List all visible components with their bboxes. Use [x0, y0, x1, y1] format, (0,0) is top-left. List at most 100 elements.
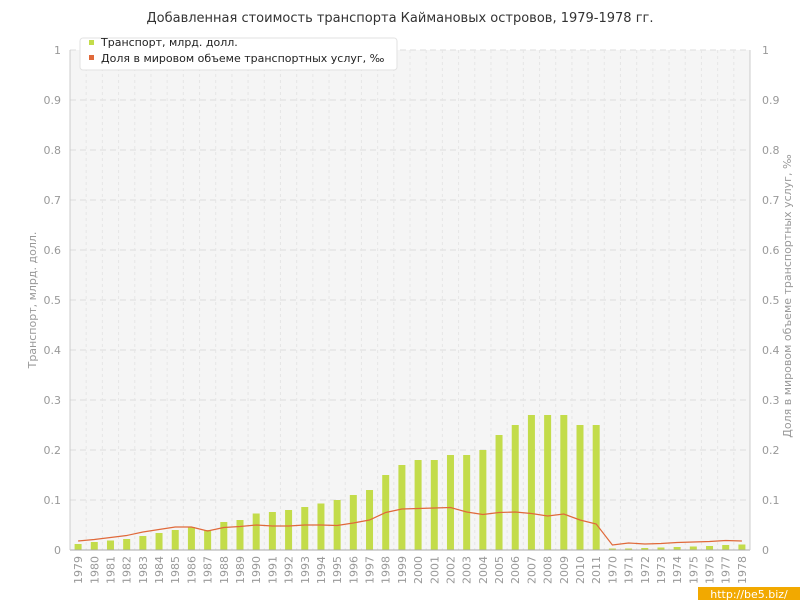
y-axis-left-title: Транспорт, млрд. долл. — [26, 232, 39, 370]
axes — [69, 50, 751, 551]
x-tick-label: 2008 — [542, 556, 555, 584]
x-tick-label: 1996 — [347, 556, 360, 584]
bar — [187, 527, 195, 550]
bar — [495, 435, 503, 550]
y-tick-label-right: 0.1 — [762, 494, 780, 507]
share-line — [78, 506, 742, 546]
y-tick-label-left: 0.7 — [44, 194, 62, 207]
y-tick-label-right: 0.9 — [762, 94, 780, 107]
y-ticks-left: 0 0.1 0.2 0.3 0.4 0.5 0.6 0.7 0.8 0.9 1 — [44, 44, 62, 557]
x-tick-label: 1970 — [606, 556, 619, 584]
bar — [317, 503, 325, 550]
legend-box — [79, 37, 398, 71]
y-tick-label-right: 0.4 — [762, 344, 780, 357]
y-tick-label-right: 0.5 — [762, 294, 780, 307]
x-tick-label: 2004 — [477, 556, 490, 584]
bar — [511, 425, 519, 550]
x-tick-label: 2011 — [590, 556, 603, 584]
bar — [220, 522, 228, 550]
bar — [430, 460, 438, 550]
y-tick-label-left: 0.8 — [44, 144, 62, 157]
bar — [74, 544, 82, 550]
bar — [398, 465, 406, 550]
x-tick-label: 1995 — [331, 556, 344, 584]
bar — [414, 460, 422, 550]
x-tick-label: 1982 — [121, 556, 134, 584]
y-tick-label-right: 0.2 — [762, 444, 780, 457]
x-tick-label: 1988 — [218, 556, 231, 584]
bar — [285, 510, 293, 550]
x-tick-label: 1985 — [169, 556, 182, 584]
x-tick-label: 1979 — [72, 556, 85, 584]
x-tick-label: 2010 — [574, 556, 587, 584]
legend: Транспорт, млрд. долл. Доля в мировом об… — [79, 36, 398, 71]
x-tick-label: 1997 — [364, 556, 377, 584]
bar — [463, 455, 471, 550]
legend-line-swatch — [89, 55, 94, 60]
y-tick-label-right: 0.8 — [762, 144, 780, 157]
bar — [479, 450, 487, 550]
y-tick-label-left: 0.6 — [44, 244, 62, 257]
y-tick-label-left: 0.2 — [44, 444, 62, 457]
y-tick-label-right: 0.7 — [762, 194, 780, 207]
bar — [560, 415, 568, 550]
legend-bar-swatch — [89, 40, 94, 45]
bar — [576, 425, 584, 550]
bar — [608, 548, 616, 550]
bar — [252, 513, 260, 550]
x-tick-label: 1986 — [185, 556, 198, 584]
bar — [527, 415, 535, 550]
x-tick-label: 1974 — [671, 556, 684, 584]
x-tick-label: 1980 — [88, 556, 101, 584]
bar — [446, 455, 454, 550]
x-tick-label: 1975 — [687, 556, 700, 584]
x-tick-label: 2005 — [493, 556, 506, 584]
x-tick-label: 2009 — [558, 556, 571, 584]
x-tick-label: 1977 — [720, 556, 733, 584]
bar — [706, 546, 714, 550]
bar — [722, 545, 730, 550]
y-tick-label-left: 0.9 — [44, 94, 62, 107]
y-tick-label-right: 0.3 — [762, 394, 780, 407]
bar — [171, 530, 179, 550]
bar — [155, 533, 163, 550]
x-tick-label: 2006 — [509, 556, 522, 584]
y-tick-label-right: 0.6 — [762, 244, 780, 257]
x-tick-label: 1984 — [153, 556, 166, 584]
legend-line-label: Доля в мировом объеме транспортных услуг… — [101, 52, 385, 65]
x-tick-label: 2000 — [412, 556, 425, 584]
bar — [625, 548, 633, 550]
y-tick-label-left: 0.5 — [44, 294, 62, 307]
x-tick-label: 1993 — [299, 556, 312, 584]
x-tick-label: 1971 — [623, 556, 636, 584]
y-tick-label-left: 0 — [54, 544, 61, 557]
bar — [592, 425, 600, 550]
x-ticks: 1979 1980 1981 1982 1983 1984 1985 1986 1987 1988… — [72, 556, 749, 584]
bar — [236, 520, 244, 550]
y-tick-label-right: 0 — [762, 544, 769, 557]
x-tick-label: 1987 — [202, 556, 215, 584]
y-tick-label-right: 1 — [762, 44, 769, 57]
x-tick-label: 1994 — [315, 556, 328, 584]
bar — [673, 547, 681, 550]
bar — [689, 546, 697, 550]
bar — [544, 415, 552, 550]
bar — [90, 542, 98, 550]
x-tick-label: 1983 — [137, 556, 150, 584]
bar — [123, 539, 131, 550]
x-tick-label: 1976 — [704, 556, 717, 584]
watermark-badge — [698, 587, 800, 600]
y-ticks-right: 0 0.1 0.2 0.3 0.4 0.5 0.6 0.7 0.8 0.9 1 — [762, 44, 780, 557]
x-tick-label: 2003 — [461, 556, 474, 584]
x-tick-label: 2001 — [428, 556, 441, 584]
y-tick-label-left: 1 — [54, 44, 61, 57]
bar — [301, 507, 309, 550]
bar — [106, 540, 114, 550]
watermark-text: http://be5.biz/ — [710, 588, 788, 600]
x-tick-label: 1991 — [266, 556, 279, 584]
x-tick-label: 2002 — [445, 556, 458, 584]
x-tick-label: 1973 — [655, 556, 668, 584]
y-tick-label-left: 0.4 — [44, 344, 62, 357]
x-tick-label: 1978 — [736, 556, 749, 584]
